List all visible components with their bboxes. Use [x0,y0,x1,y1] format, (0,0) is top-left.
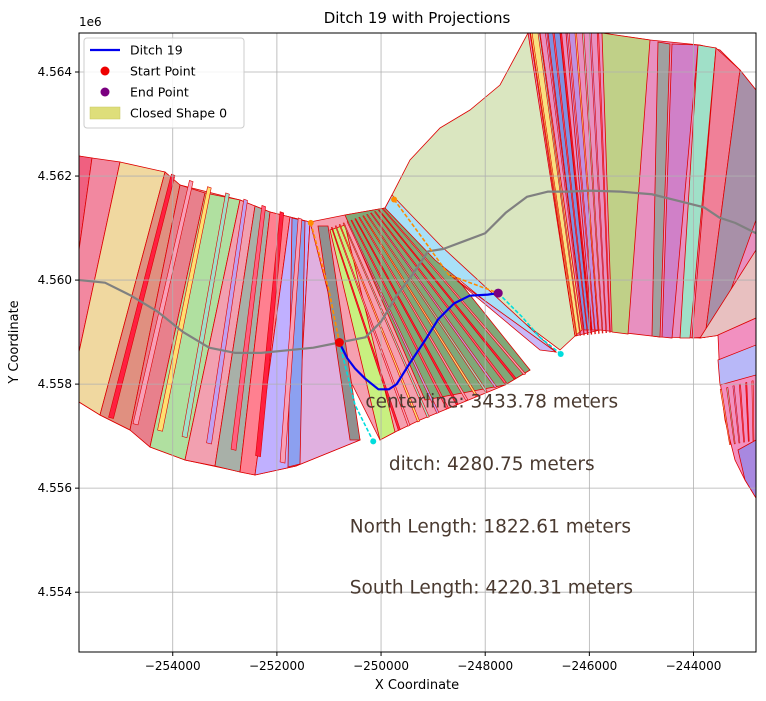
stripe-layer [108,33,755,464]
closed-shape-east-f [661,43,699,339]
stripe-shape [596,33,611,333]
legend-marker-swatch [100,87,110,97]
annotation-text: ditch: 4280.75 meters [389,454,595,475]
stripe-shape [230,205,266,451]
legend-label: End Point [130,85,189,100]
projection-point-marker [370,438,377,445]
stripe-shape [545,33,585,336]
x-tick-label: −250000 [353,659,409,673]
stripe-shape [350,219,449,410]
series-line [497,292,562,355]
y-axis: 4.554 4.556 4.558 4.560 4.562 4.564 [38,65,79,599]
closed-shape-middle-c [317,225,361,441]
series-line-ditch-19 [338,291,499,391]
projection-point-marker [391,196,398,203]
closed-shape-east-d [601,33,651,335]
legend-marker-swatch [100,66,110,76]
stripe-shape [342,222,430,419]
stripe-shape [346,221,440,414]
plot-frame [78,32,757,653]
start-point-marker [334,338,344,347]
stripe-shape [366,213,488,393]
stripe-shape [378,209,517,380]
closed-shape-east-g [679,44,717,339]
annotation-text: South Length: 4220.31 meters [350,578,633,599]
stripe-shape [589,33,607,333]
closed-shape-0-strip-b [449,274,557,353]
stripe-shape [374,211,507,384]
x-tick-label: −252000 [249,659,305,673]
series-line [393,198,499,294]
stripe-shape [157,186,212,432]
stripe-shape [330,226,401,431]
x-tick-label: −246000 [561,659,617,673]
y-tick-label: 4.560 [38,273,72,287]
stripe-shape [206,198,248,445]
annotations-layer: centerline: 3433.78 meters ditch: 4280.75… [350,392,633,599]
closed-shape-far-east-b [737,439,756,499]
stripe-shape [381,208,527,376]
legend-label: Ditch 19 [130,43,183,58]
x-tick-label: −244000 [666,659,722,673]
stripe-shape [745,382,750,442]
y-offset-label: 1e6 [79,15,102,29]
y-tick-label: 4.564 [38,65,72,79]
stripe-shape [574,33,600,334]
stripe-shape [567,33,596,335]
y-axis-label: Y Coordinate [7,300,22,384]
chart-title: Ditch 19 with Projections [324,9,511,27]
stripe-shape [537,33,582,336]
stripe-shape [726,387,736,445]
legend-label: Closed Shape 0 [130,106,227,121]
closed-shape-west-c [79,161,166,416]
closed-shape-far-east-a [717,344,756,386]
series-line [79,189,756,355]
y-tick-label: 4.556 [38,481,72,495]
stripe-shape [181,192,230,439]
y-tick-label: 4.554 [38,585,72,599]
closed-shape-east-e [651,41,671,338]
stripe-shape [108,173,176,419]
stripe-shape [279,217,303,464]
annotation-text: North Length: 1822.61 meters [350,516,631,537]
stripe-shape [582,33,604,334]
legend-box [83,37,245,129]
stripe-shape [132,180,194,426]
closed-shape-east-i [704,69,756,339]
x-tick-label: −254000 [145,659,201,673]
stripe-shape [334,225,411,427]
series-layer [79,189,756,442]
legend-label: Start Point [130,64,196,79]
stripe-shape [552,33,589,335]
stripe-shape [732,385,741,444]
series-line [338,342,374,442]
y-tick-label: 4.558 [38,377,72,391]
x-tick-label: −248000 [457,659,513,673]
stripe-shape [530,33,578,337]
stripe-shape [358,216,469,401]
stripe-shape [370,212,498,389]
legend-patch-swatch [89,106,121,120]
legend: Ditch 19 Start Point End Point Closed Shape… [83,37,245,129]
projection-point-marker [307,219,314,226]
end-point-marker [493,288,503,298]
projection-point-marker [557,350,564,357]
stripe-shape [751,380,755,441]
stripe-shape [559,33,593,335]
x-axis: −254000 −252000 −250000 −248000 −246000 −2440… [145,652,722,673]
stripe-shape [362,215,478,397]
annotation-text: centerline: 3433.78 meters [365,392,618,413]
points-layer [307,196,564,445]
y-tick-label: 4.562 [38,169,72,183]
stripe-shape [719,388,731,446]
x-axis-label: X Coordinate [375,678,459,693]
series-line [309,222,341,343]
